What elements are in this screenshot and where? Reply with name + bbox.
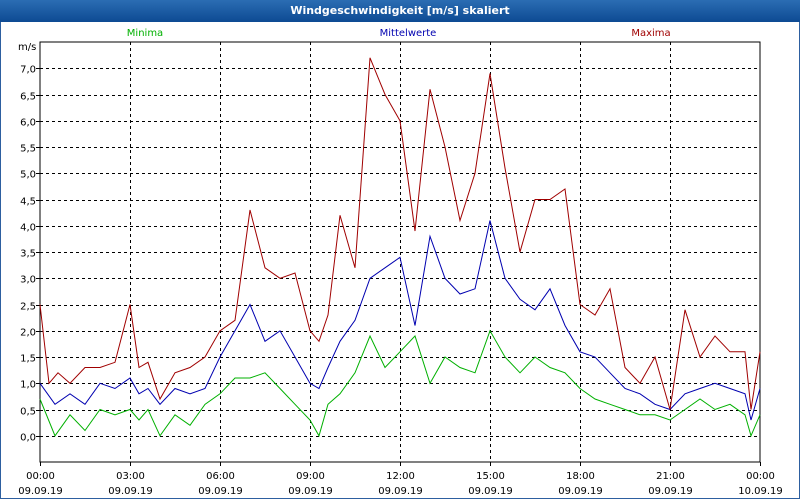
y-tick-label: 0,0: [20, 433, 36, 444]
x-tick-date: 10.09.19: [738, 486, 783, 497]
y-tick-label: 2,0: [20, 328, 36, 339]
legend-minima: Minima: [127, 28, 163, 39]
y-tick-label: 4,0: [20, 223, 36, 234]
y-tick-label: 4,5: [20, 197, 36, 208]
x-tick-date: 09.09.19: [108, 486, 153, 497]
x-tick-date: 09.09.19: [648, 486, 693, 497]
x-tick-date: 09.09.19: [18, 486, 63, 497]
y-tick-label: 7,0: [20, 65, 36, 76]
x-tick-time: 03:00: [116, 471, 145, 482]
y-tick-label: 3,0: [20, 275, 36, 286]
x-tick-time: 12:00: [386, 471, 415, 482]
series-line-maxima: [39, 57, 761, 410]
y-tick-label: 1,0: [20, 380, 36, 391]
x-tick-date: 09.09.19: [378, 486, 423, 497]
x-tick-date: 09.09.19: [558, 486, 603, 497]
y-tick-label: 0,5: [20, 407, 36, 418]
y-tick-label: 2,5: [20, 302, 36, 313]
x-tick-time: 09:00: [296, 471, 325, 482]
x-tick-date: 09.09.19: [288, 486, 333, 497]
y-tick-label: 1,5: [20, 354, 36, 365]
series-line-minima: [39, 329, 761, 438]
x-tick-time: 06:00: [206, 471, 235, 482]
x-tick-time: 15:00: [476, 471, 505, 482]
legend-mittelwerte: Mittelwerte: [380, 28, 437, 39]
x-tick-time: 18:00: [566, 471, 595, 482]
y-axis-label: m/s: [18, 42, 36, 53]
y-tick-label: 6,5: [20, 92, 36, 103]
x-tick-date: 09.09.19: [468, 486, 513, 497]
series-line-mittelwerte: [39, 220, 761, 421]
chart-title: Windgeschwindigkeit [m/s] skaliert: [0, 0, 800, 22]
x-tick-time: 00:00: [26, 471, 55, 482]
x-tick-date: 09.09.19: [198, 486, 243, 497]
legend-maxima: Maxima: [631, 28, 670, 39]
y-tick-label: 5,0: [20, 170, 36, 181]
x-tick-time: 00:00: [746, 471, 775, 482]
y-tick-label: 6,0: [20, 118, 36, 129]
x-tick-time: 21:00: [656, 471, 685, 482]
y-tick-label: 3,5: [20, 249, 36, 260]
y-tick-label: 5,5: [20, 144, 36, 155]
